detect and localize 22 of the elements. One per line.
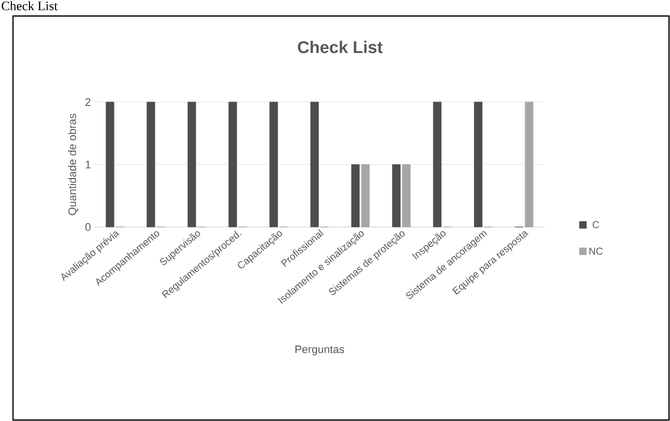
legend-label: NC [589,248,603,255]
y-axis-title: Quantidade de obras [68,114,78,216]
bar [351,164,360,228]
y-tick-label: 0 [85,223,91,231]
bar [361,164,370,228]
x-axis-title: Perguntas [295,346,344,356]
bar [474,102,482,228]
chart-title: Check List [298,40,383,54]
bar [433,102,442,228]
bar [188,102,196,228]
text: Check List [2,1,58,10]
bar [269,102,278,228]
y-tick-label: 2 [85,98,90,106]
bar [402,164,411,228]
bar [524,102,534,228]
bar [310,102,319,228]
bar [228,102,237,228]
bar [392,164,401,228]
bar [106,102,114,228]
bar [146,102,156,228]
y-tick-label: 1 [86,160,90,168]
legend-label: C [592,221,600,228]
